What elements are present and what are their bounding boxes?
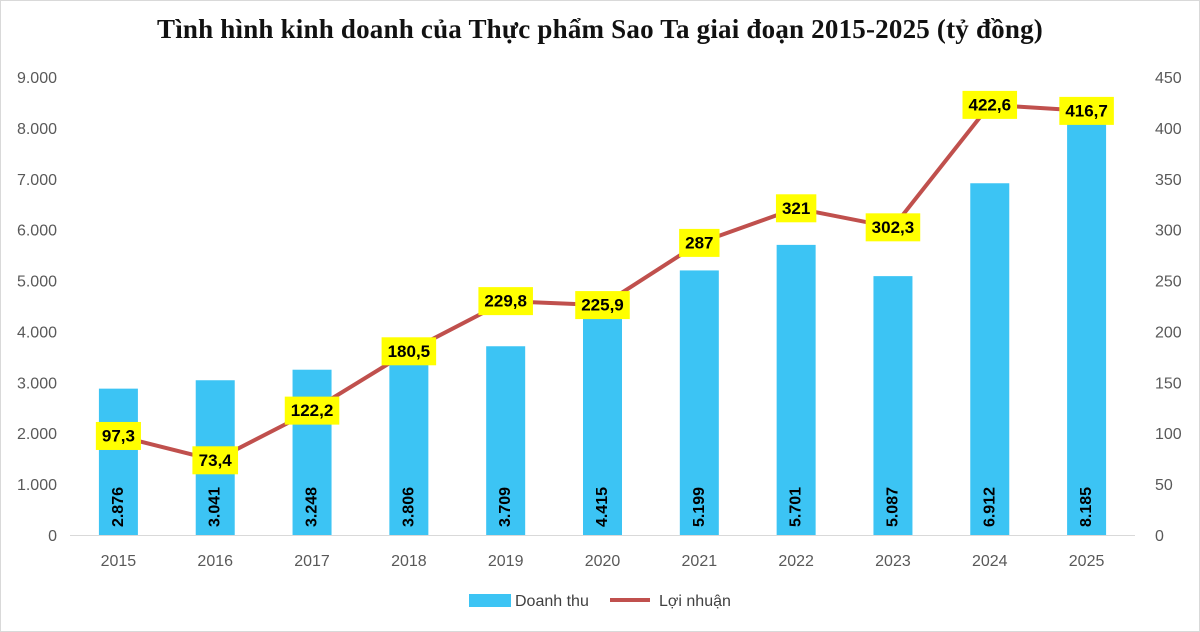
legend-swatch-revenue [469, 594, 511, 607]
left-axis-tick-label: 0 [48, 528, 57, 545]
x-axis-tick-label: 2019 [488, 553, 524, 570]
profit-labels: 97,3 73,4 122,2 180,5 229,8 225,9 287 321 302,3 4… [95, 90, 1114, 475]
profit-point-label: 225,9 [575, 291, 630, 320]
revenue-bar [583, 310, 622, 535]
profit-label-highlight [775, 194, 817, 223]
profit-point-label: 97,3 [95, 421, 141, 450]
profit-label-text: 321 [782, 199, 810, 218]
right-axis-tick-label: 300 [1155, 223, 1182, 240]
revenue-labels: 2.876 3.041 3.248 3.806 3.709 4.415 5.199 5.701… [110, 487, 1095, 527]
profit-point-label: 73,4 [192, 446, 239, 475]
profit-label-text: 122,2 [291, 401, 334, 420]
right-axis-tick-label: 50 [1155, 477, 1173, 494]
right-axis-tick-label: 350 [1155, 172, 1182, 189]
profit-point-label: 287 [679, 228, 720, 257]
profit-label-text: 229,8 [484, 292, 527, 311]
chart-title: Tình hình kinh doanh của Thực phẩm Sao T… [157, 14, 1043, 44]
right-axis-tick-label: 250 [1155, 274, 1182, 291]
left-axis-tick-label: 2.000 [17, 426, 57, 443]
right-axis-tick-label: 200 [1155, 324, 1182, 341]
right-axis-tick-label: 0 [1155, 528, 1164, 545]
revenue-bar [776, 244, 816, 535]
profit-label-highlight [962, 90, 1018, 119]
left-axis: 0 1.000 2.000 3.000 4.000 5.000 6.000 7.000 8.00… [17, 70, 57, 545]
profit-point-label: 422,6 [962, 90, 1018, 119]
legend-label-profit: Lợi nhuận [659, 593, 731, 610]
left-axis-tick-label: 7.000 [17, 172, 57, 189]
x-axis-tick-label: 2016 [197, 553, 233, 570]
profit-label-highlight [284, 396, 340, 425]
profit-label-highlight [381, 337, 437, 366]
profit-point-label: 180,5 [381, 337, 437, 366]
revenue-bar [1067, 118, 1107, 536]
x-axis-tick-label: 2020 [585, 553, 621, 570]
revenue-bar [679, 270, 719, 535]
revenue-bar-label: 2.876 [110, 487, 127, 527]
profit-label-text: 73,4 [199, 451, 233, 470]
legend: Doanh thu Lợi nhuận [469, 593, 731, 610]
x-axis-tick-label: 2025 [1069, 553, 1105, 570]
left-axis-tick-label: 8.000 [17, 121, 57, 138]
x-axis-tick-label: 2021 [682, 553, 718, 570]
left-axis-tick-label: 9.000 [17, 70, 57, 87]
profit-label-text: 416,7 [1065, 101, 1108, 120]
x-axis: 2015 2016 2017 2018 2019 2020 2021 2022 2023 2024… [101, 553, 1105, 570]
revenue-bar-label: 6.912 [981, 487, 998, 527]
revenue-bar-label: 5.199 [691, 487, 708, 527]
x-axis-tick-label: 2022 [778, 553, 814, 570]
right-axis-tick-label: 100 [1155, 426, 1182, 443]
revenue-bar-label: 3.709 [497, 487, 514, 527]
profit-label-text: 225,9 [581, 296, 624, 315]
right-axis-tick-label: 450 [1155, 70, 1182, 87]
profit-point-label: 416,7 [1059, 96, 1114, 125]
profit-label-highlight [865, 213, 921, 242]
left-axis-tick-label: 3.000 [17, 375, 57, 392]
profit-label-text: 287 [685, 233, 713, 252]
profit-label-highlight [95, 421, 141, 450]
left-axis-tick-label: 1.000 [17, 477, 57, 494]
profit-point-label: 321 [775, 194, 817, 223]
x-axis-tick-label: 2017 [294, 553, 330, 570]
revenue-bar-label: 3.041 [207, 487, 224, 527]
x-axis-tick-label: 2024 [972, 553, 1008, 570]
x-axis-tick-label: 2015 [101, 553, 137, 570]
revenue-bar [873, 276, 913, 535]
revenue-bar-label: 3.806 [400, 487, 417, 527]
profit-point-label: 122,2 [284, 396, 340, 425]
right-axis-tick-label: 400 [1155, 121, 1182, 138]
profit-label-text: 302,3 [872, 218, 915, 237]
revenue-bar [98, 388, 138, 535]
revenue-bar-label: 4.415 [594, 487, 611, 527]
revenue-bar-label: 5.701 [788, 487, 805, 527]
profit-label-highlight [478, 287, 533, 316]
profit-label-highlight [679, 228, 720, 257]
left-axis-tick-label: 6.000 [17, 223, 57, 240]
profit-label-highlight [575, 291, 630, 320]
legend-label-revenue: Doanh thu [515, 593, 589, 610]
profit-point-label: 302,3 [865, 213, 921, 242]
profit-label-text: 97,3 [102, 426, 135, 445]
right-axis-tick-label: 150 [1155, 375, 1182, 392]
left-axis-tick-label: 5.000 [17, 274, 57, 291]
revenue-bar-label: 3.248 [304, 487, 321, 527]
profit-point-label: 229,8 [478, 287, 533, 316]
x-axis-tick-label: 2018 [391, 553, 427, 570]
revenue-bar [970, 183, 1010, 536]
revenue-bar-label: 8.185 [1078, 487, 1095, 527]
revenue-bar [389, 341, 429, 535]
profit-label-highlight [1059, 96, 1114, 125]
revenue-bars [98, 118, 1107, 536]
x-axis-tick-label: 2023 [875, 553, 911, 570]
revenue-bar-label: 5.087 [884, 487, 901, 527]
profit-label-text: 180,5 [388, 342, 431, 361]
profit-label-highlight [192, 446, 239, 475]
right-axis: 0 50 100 150 200 250 300 350 400 450 [1155, 70, 1182, 545]
profit-label-text: 422,6 [968, 95, 1011, 114]
left-axis-tick-label: 4.000 [17, 324, 57, 341]
revenue-bar [486, 346, 526, 535]
